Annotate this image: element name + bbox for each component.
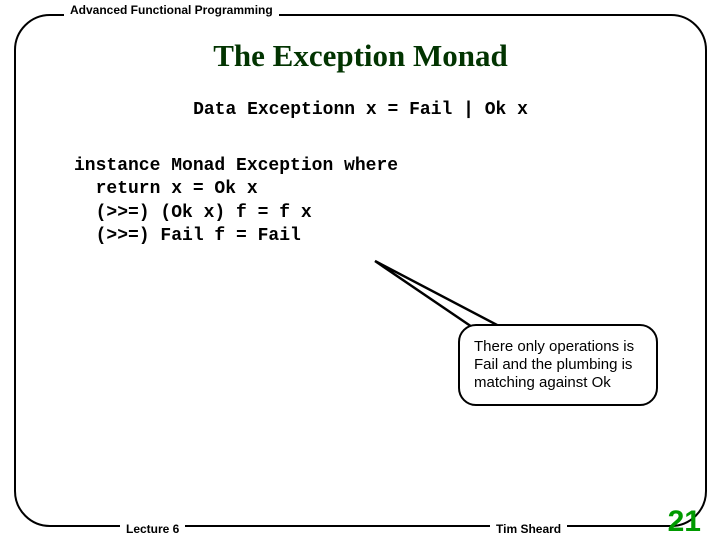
code-line: (>>=) Fail f = Fail	[74, 226, 301, 246]
code-line: return x = Ok x	[74, 179, 258, 199]
footer-lecture: Lecture 6	[120, 522, 185, 536]
page-number: 21	[668, 505, 701, 539]
code-block: instance Monad Exception where return x …	[74, 155, 398, 249]
callout-text: There only operations is Fail and the pl…	[474, 338, 634, 391]
slide-subtitle: Data Exceptionn x = Fail | Ok x	[0, 100, 721, 120]
code-line: instance Monad Exception where	[74, 156, 398, 176]
header-label: Advanced Functional Programming	[64, 3, 279, 17]
footer-author: Tim Sheard	[490, 522, 567, 536]
code-line: (>>=) (Ok x) f = f x	[74, 203, 312, 223]
slide-frame	[14, 14, 707, 527]
slide-title: The Exception Monad	[0, 38, 721, 74]
callout-box: There only operations is Fail and the pl…	[458, 324, 658, 406]
